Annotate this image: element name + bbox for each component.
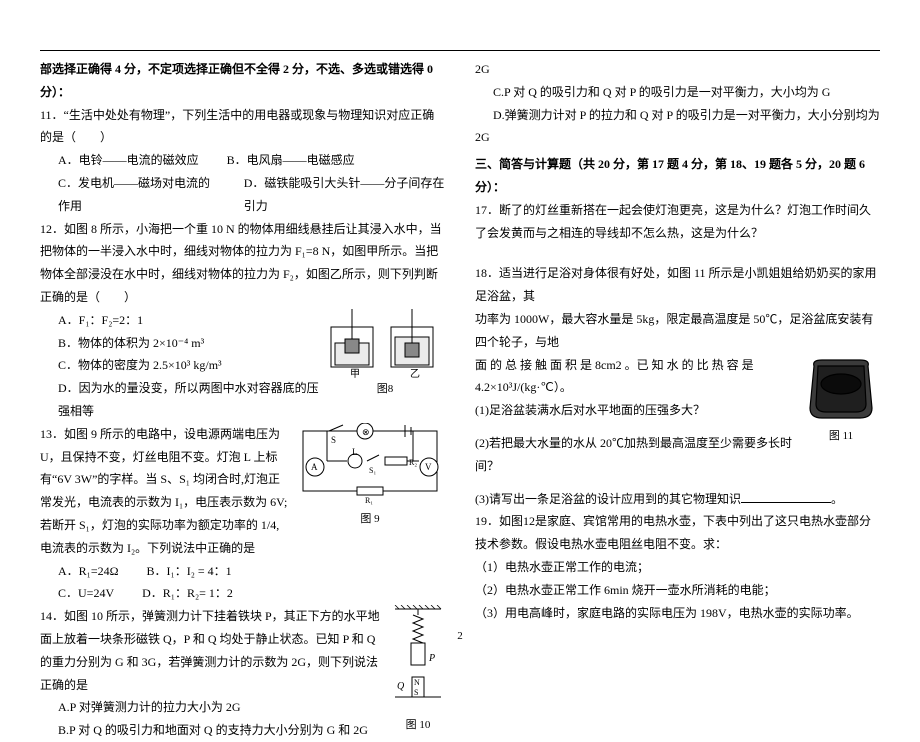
footbath-icon (802, 354, 880, 426)
spring-magnet-icon: P N S Q (391, 605, 445, 715)
svg-text:P: P (428, 653, 435, 664)
q18-p3: (3)请写出一条足浴盆的设计应用到的其它物理知识 (475, 492, 741, 506)
right-column: 2G C.P 对 Q 的吸引力和 Q 对 P 的吸引力是一对平衡力，大小均为 G… (475, 58, 880, 742)
svg-text:⊗: ⊗ (362, 427, 370, 437)
q12-stem: 12．如图 8 所示，小海把一个重 10 N 的物体用细线悬挂后让其浸入水中，当… (40, 218, 445, 309)
svg-text:V: V (425, 462, 432, 472)
left-column: 部选择正确得 4 分，不定项选择正确但不全得 2 分，不选、多选或错选得 0 分… (40, 58, 445, 742)
q19-p3: （3）用电高峰时，家庭电路的实际电压为 198V，电热水壶的实际功率。 (475, 602, 880, 625)
q18-stem2: 功率为 1000W，最大容水量是 5kg，限定最高温度是 50℃，足浴盆底安装有… (475, 308, 880, 354)
q14-stem: 14．如图 10 所示，弹簧测力计下挂着铁块 P，其正下方的水平地面上放着一块条… (40, 605, 445, 696)
spacer3 (475, 478, 880, 488)
svg-text:R₁: R₁ (365, 496, 373, 505)
q13-opt-a: A．R₁=24Ω (58, 560, 119, 583)
q13-opt-c: C．U=24V (58, 582, 114, 605)
q19-p1: （1）电热水壶正常工作的电流； (475, 556, 880, 579)
q11-options: A．电铃——电流的磁效应 B．电风扇——电磁感应 C．发电机——磁场对电流的作用… (40, 149, 445, 217)
q13-opt-b: B．I₁：I₂ = 4：1 (147, 560, 232, 583)
svg-text:A: A (311, 462, 318, 472)
page-number: 2 (457, 630, 463, 642)
q13-opt-d: D．R₁：R₂= 1：2 (142, 582, 233, 605)
q19-stem: 19．如图12是家庭、宾馆常用的电热水壶，下表中列出了这只电热水壶部分技术参数。… (475, 510, 880, 556)
q18-p3-row: (3)请写出一条足浴盆的设计应用到的其它物理知识。 (475, 488, 880, 511)
q12-block: 12．如图 8 所示，小海把一个重 10 N 的物体用细线悬挂后让其浸入水中，当… (40, 218, 445, 423)
q19-p2: （2）电热水壶正常工作 6min 烧开一壶水所消耗的电能； (475, 579, 880, 602)
figure-9: ⊗ S A V L (295, 423, 445, 530)
svg-text:L: L (352, 447, 358, 457)
beaker-icon: 甲 乙 (325, 309, 445, 379)
circuit-icon: ⊗ S A V L (295, 423, 445, 509)
svg-text:S: S (331, 435, 336, 445)
q14-block: P N S Q 图 10 14．如图 10 所示，弹簧测力计下挂着铁块 P，其正… (40, 605, 445, 742)
q14-opt-d: D.弹簧测力计对 P 的拉力和 Q 对 P 的吸引力是一对平衡力，大小分别均为 … (475, 104, 880, 150)
figure-11: 图 11 (802, 354, 880, 447)
q11-opt-c: C．发电机——磁场对电流的作用 (58, 172, 216, 218)
sub-b: 乙 (410, 368, 420, 379)
q18-block: 18．适当进行足浴对身体很有好处，如图 11 所示是小凯姐姐给奶奶买的家用足浴盆… (475, 262, 880, 510)
fig11-label: 图 11 (802, 426, 880, 447)
fig9-label: 图 9 (295, 509, 445, 530)
q11-opt-d: D．磁铁能吸引大头针——分子间存在引力 (244, 172, 445, 218)
q11-stem: 11．“生活中处处有物理”，下列生活中的用电器或现象与物理知识对应正确的是（ ） (40, 104, 445, 150)
q14-cont-2g: 2G (475, 58, 880, 81)
figure-8: 甲 乙 图8 (325, 309, 445, 400)
section3-title: 三、简答与计算题（共 20 分，第 17 题 4 分，第 18、19 题各 5 … (475, 153, 880, 199)
scoring-note: 部选择正确得 4 分，不定项选择正确但不全得 2 分，不选、多选或错选得 0 分… (40, 58, 445, 104)
fig10-label: 图 10 (391, 715, 445, 736)
svg-text:Q: Q (397, 681, 405, 692)
q17-stem: 17．断了的灯丝重新搭在一起会使灯泡更亮，这是为什么？灯泡工作时间久了会发黄而与… (475, 199, 880, 245)
spacer (475, 244, 880, 262)
q14-opt-c: C.P 对 Q 的吸引力和 Q 对 P 的吸引力是一对平衡力，大小均为 G (475, 81, 880, 104)
blank-line (741, 492, 831, 503)
top-rule (40, 50, 880, 51)
figure-10: P N S Q 图 10 (391, 605, 445, 736)
q11-opt-b: B．电风扇——电磁感应 (227, 149, 355, 172)
svg-text:S₁: S₁ (369, 466, 376, 475)
q18-stem1: 18．适当进行足浴对身体很有好处，如图 11 所示是小凯姐姐给奶奶买的家用足浴盆… (475, 262, 880, 308)
q13-block: ⊗ S A V L (40, 423, 445, 605)
sub-a: 甲 (350, 369, 360, 379)
q11-opt-a: A．电铃——电流的磁效应 (58, 149, 199, 172)
q14-opt-b: B.P 对 Q 的吸引力和地面对 Q 的支持力大小分别为 G 和 2G (58, 719, 445, 742)
svg-text:N: N (414, 678, 420, 687)
q14-opt-a: A.P 对弹簧测力计的拉力大小为 2G (58, 696, 445, 719)
fig8-label: 图8 (325, 379, 445, 400)
svg-text:S: S (414, 688, 418, 697)
